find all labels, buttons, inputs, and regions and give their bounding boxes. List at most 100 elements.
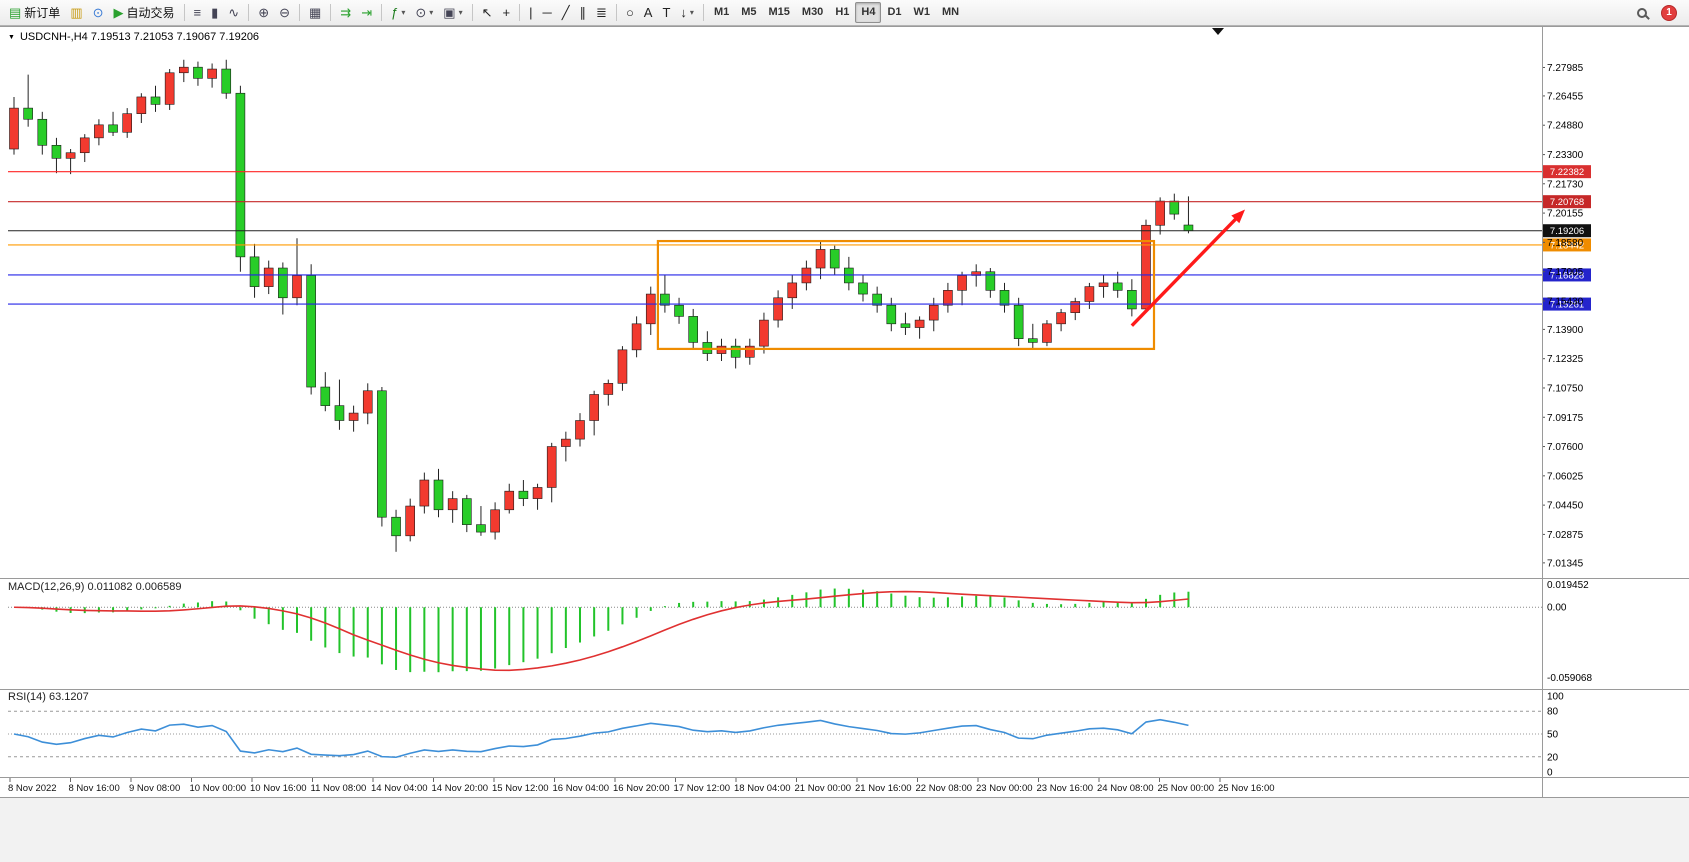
svg-text:7.15261: 7.15261 [1550,300,1584,311]
zoom-in-button[interactable]: ⊕ [253,2,274,23]
horizontal-line-button[interactable]: ─ [537,2,556,23]
svg-text:100: 100 [1547,692,1564,703]
bar-chart-icon: ≡ [193,5,202,20]
bar-chart-button[interactable]: ≡ [189,2,207,23]
profiles-button[interactable]: ⊙ [88,2,109,23]
trendline-icon: ╱ [561,5,570,20]
svg-text:10 Nov 16:00: 10 Nov 16:00 [250,783,307,794]
arrows-button[interactable]: ↓ ▾ [675,2,699,23]
time-axis: 8 Nov 2022 8 Nov 16:00 9 Nov 08:00 10 Nov 0… [8,778,1275,794]
zoom-out-button[interactable]: ⊖ [274,2,295,23]
timeframe-h1-button[interactable]: H1 [829,2,855,23]
svg-text:17 Nov 12:00: 17 Nov 12:00 [674,783,731,794]
caret-down-icon: ▾ [689,7,694,17]
tile-windows-button[interactable]: ▦ [304,2,326,23]
indicators-button[interactable]: ƒ ▾ [386,2,410,23]
svg-text:21 Nov 00:00: 21 Nov 00:00 [795,783,852,794]
svg-text:22 Nov 08:00: 22 Nov 08:00 [916,783,973,794]
svg-text:7.23300: 7.23300 [1547,150,1584,161]
chart-background [0,26,1689,798]
timeframe-m30-button[interactable]: M30 [796,2,829,23]
new-order-label: 新订单 [24,5,61,20]
line-chart-button[interactable]: ∿ [223,2,244,23]
trend-arrow[interactable] [1130,209,1246,327]
macd-axis: 0.019452 0.00 -0.059068 [1547,580,1592,684]
consolidation-box[interactable] [656,239,1156,351]
equidistant-channel-button[interactable]: ∥ [575,2,592,23]
timeframe-d1-button[interactable]: D1 [881,2,907,23]
svg-text:80: 80 [1547,707,1559,718]
tile-windows-icon: ▦ [309,5,322,20]
svg-text:16 Nov 04:00: 16 Nov 04:00 [553,783,610,794]
svg-text:7.15430: 7.15430 [1547,296,1584,307]
timeframe-m15-button[interactable]: M15 [763,2,796,23]
panel-borders [0,26,1689,798]
text-icon: A [643,5,653,20]
svg-text:7.24880: 7.24880 [1547,121,1584,132]
auto-scroll-button[interactable]: ⇉ [335,2,356,23]
timeframe-mn-button[interactable]: MN [936,2,965,23]
current-price-line: 7.19206 [8,224,1591,238]
fibonacci-icon: ≣ [596,5,607,20]
symbol-dropdown-icon[interactable]: ▼ [8,33,15,41]
new-chart-button[interactable]: ▥ [65,2,87,23]
svg-text:11 Nov 08:00: 11 Nov 08:00 [311,783,367,794]
toolbar-separator [702,4,704,21]
trendline-button[interactable]: ╱ [557,2,575,23]
auto-trading-label: 自动交易 [126,5,175,20]
svg-text:20: 20 [1547,752,1559,763]
auto-trading-button[interactable]: ▶ 自动交易 [109,2,180,23]
vertical-line-icon: | [529,5,533,20]
svg-text:14 Nov 04:00: 14 Nov 04:00 [371,783,428,794]
chart-shift-button[interactable]: ⇥ [356,2,377,23]
timeframe-m1-button[interactable]: M1 [708,2,735,23]
vertical-line-button[interactable]: | [524,2,537,23]
new-order-button[interactable]: ▤ 新订单 [4,2,65,23]
svg-text:50: 50 [1547,730,1559,741]
candlestick-chart-button[interactable]: ▮ [206,2,223,23]
horizontal-lines[interactable]: 7.22382 7.20768 7.18442 7.16828 7.15261 [8,165,1591,311]
svg-text:7.16828: 7.16828 [1550,270,1584,281]
svg-text:7.18442: 7.18442 [1550,240,1584,251]
templates-button[interactable]: ▣ ▾ [438,2,467,23]
text-label-button[interactable]: T [657,2,675,23]
crosshair-icon: + [502,5,511,20]
rsi-label: RSI(14) 63.1207 [8,691,89,703]
zoom-in-icon: ⊕ [258,5,270,20]
timeframe-w1-button[interactable]: W1 [908,2,937,23]
candlesticks [9,59,1194,552]
svg-text:7.20155: 7.20155 [1547,209,1584,220]
cursor-button[interactable]: ↖ [477,2,498,23]
shapes-icon: ○ [625,5,634,20]
candlestick-chart-icon: ▮ [211,5,219,20]
svg-text:7.02875: 7.02875 [1547,530,1584,541]
rsi-axis: 100 80 50 20 0 [1547,692,1564,779]
timeframe-m5-button[interactable]: M5 [735,2,762,23]
svg-text:8 Nov 16:00: 8 Nov 16:00 [69,783,120,794]
search-button[interactable] [1632,2,1652,23]
chart-shift-marker[interactable] [1212,28,1224,35]
templates-icon: ▣ [443,5,456,20]
svg-text:21 Nov 16:00: 21 Nov 16:00 [855,783,912,794]
toolbar-buttons: ▤ 新订单 ▥ ⊙ ▶ 自动交易 ≡ ▮ ∿ ⊕ ⊖ ▦ ⇉ ⇥ ƒ ▾ ⊙ ▾ ▣ ▾ ↖ + | ─ ╱ ∥ ≣ ○ A T ↓ ▾ M1 M… [4,2,965,23]
svg-text:0.019452: 0.019452 [1547,580,1589,591]
macd-label: MACD(12,26,9) 0.011082 0.006589 [8,581,182,593]
rsi-panel [8,710,1542,759]
svg-text:24 Nov 08:00: 24 Nov 08:00 [1097,783,1154,794]
svg-text:7.21730: 7.21730 [1547,179,1584,190]
svg-text:7.17005: 7.17005 [1547,267,1584,278]
timeframe-h4-button[interactable]: H4 [855,2,882,23]
shapes-button[interactable]: ○ [621,2,639,23]
svg-text:7.19206: 7.19206 [1550,226,1584,237]
notification-badge[interactable]: 1 [1661,4,1677,21]
caret-down-icon: ▾ [429,7,434,17]
fibonacci-button[interactable]: ≣ [591,2,612,23]
crosshair-button[interactable]: + [498,2,516,23]
text-button[interactable]: A [639,2,658,23]
periods-icon: ⊙ [415,5,427,20]
toolbar: ▤ 新订单 ▥ ⊙ ▶ 自动交易 ≡ ▮ ∿ ⊕ ⊖ ▦ ⇉ ⇥ ƒ ▾ ⊙ ▾ ▣ ▾ ↖ + | ─ ╱ ∥ ≣ ○ A T ↓ ▾ M1 M… [0,0,1689,26]
svg-text:0.00: 0.00 [1547,603,1567,614]
periods-button[interactable]: ⊙ ▾ [410,2,438,23]
